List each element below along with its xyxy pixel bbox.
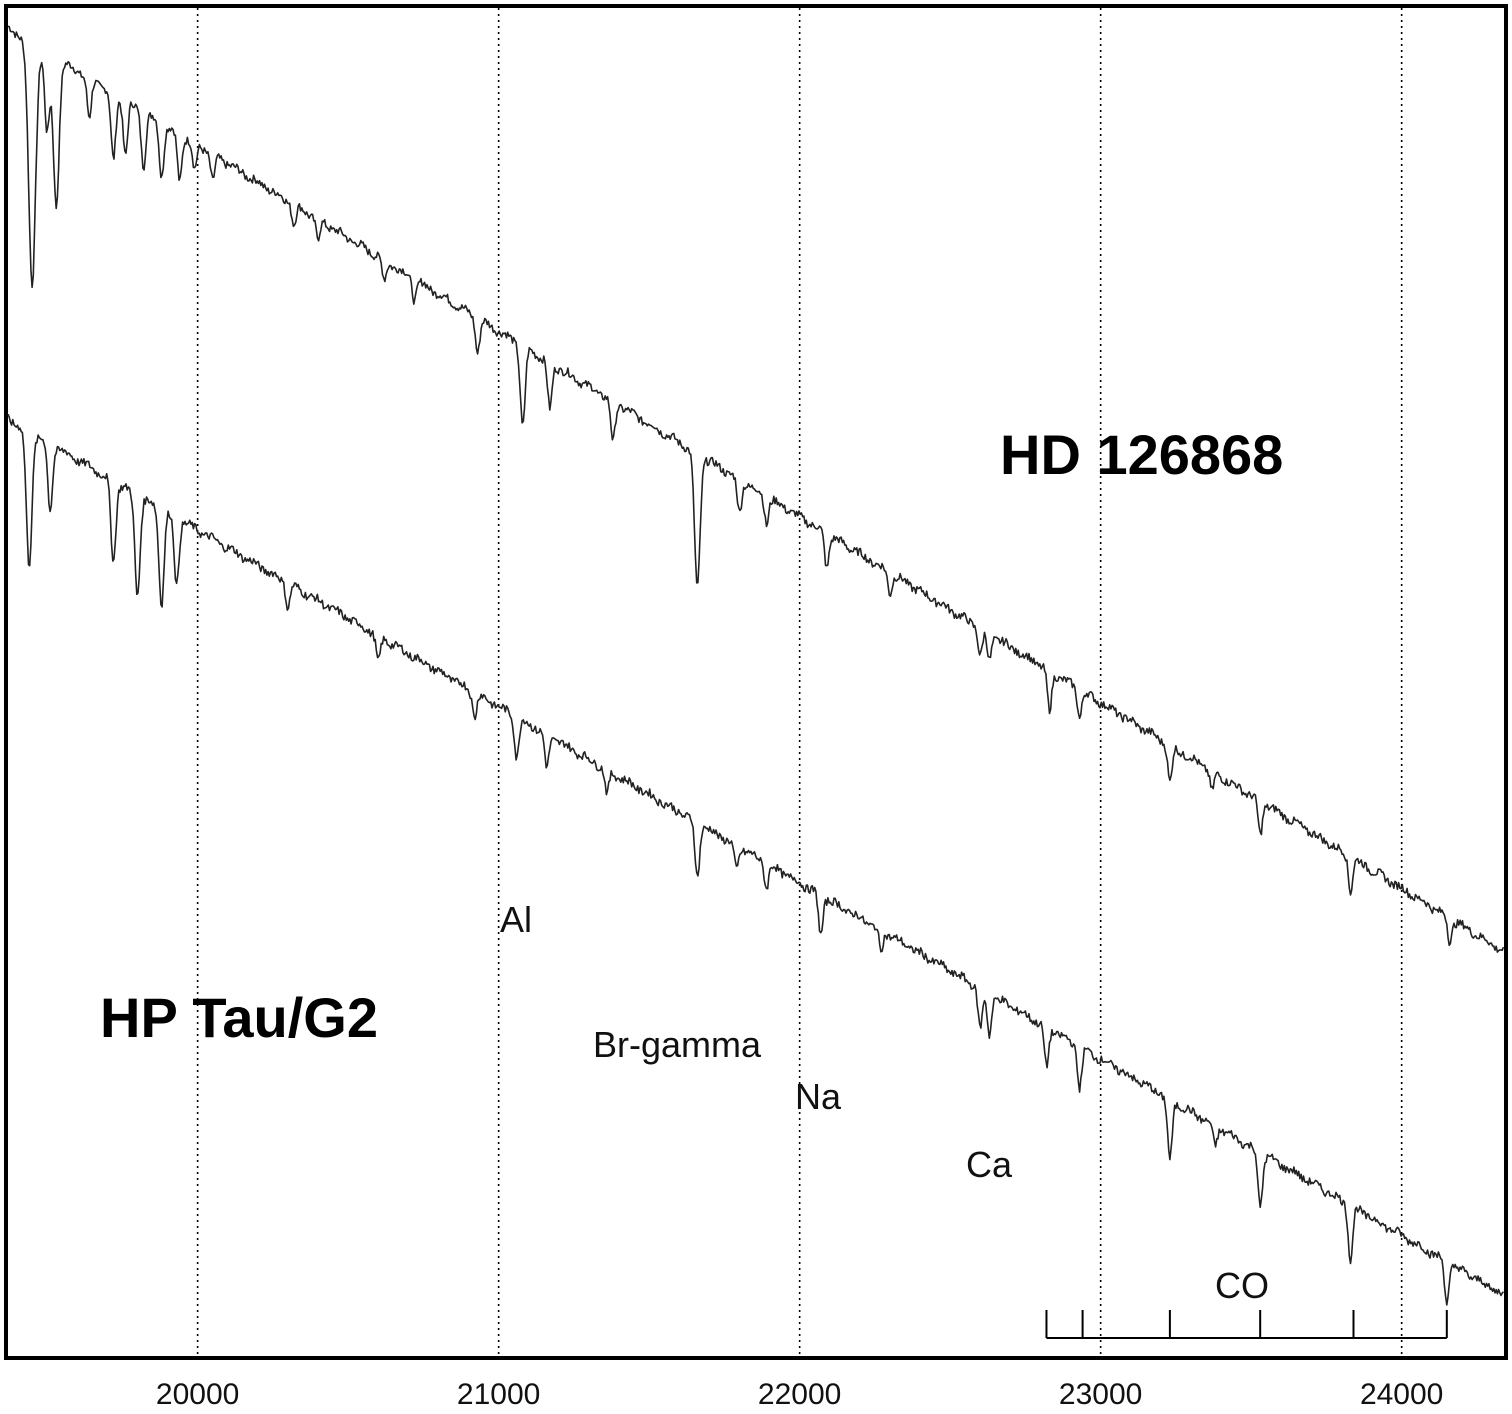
- spectrum-line-hptau-g2: [7, 413, 1505, 1306]
- annotation-al: Al: [500, 899, 532, 940]
- series-label-hd126868: HD 126868: [1000, 423, 1283, 486]
- annotation-na: Na: [795, 1076, 842, 1117]
- spectra-group: [7, 25, 1505, 1306]
- annotation-co: CO: [1215, 1265, 1269, 1306]
- annotation-br-gamma: Br-gamma: [593, 1024, 762, 1065]
- plot-frame: [4, 4, 1508, 1360]
- x-axis-tick-labels: 20000 21000 22000 23000 24000: [156, 1378, 1443, 1411]
- spectrum-line-hd126868: [7, 25, 1505, 953]
- series-label-hptau-g2: HP Tau/G2: [100, 986, 378, 1049]
- co-bandhead-bracket: [1045, 1310, 1448, 1339]
- x-tick-label-21000: 21000: [457, 1378, 540, 1411]
- x-tick-label-24000: 24000: [1360, 1378, 1443, 1411]
- x-tick-label-23000: 23000: [1059, 1378, 1142, 1411]
- x-tick-label-22000: 22000: [758, 1378, 841, 1411]
- grid-lines: [196, 8, 1403, 1356]
- annotation-ca: Ca: [966, 1144, 1013, 1185]
- x-tick-label-20000: 20000: [156, 1378, 239, 1411]
